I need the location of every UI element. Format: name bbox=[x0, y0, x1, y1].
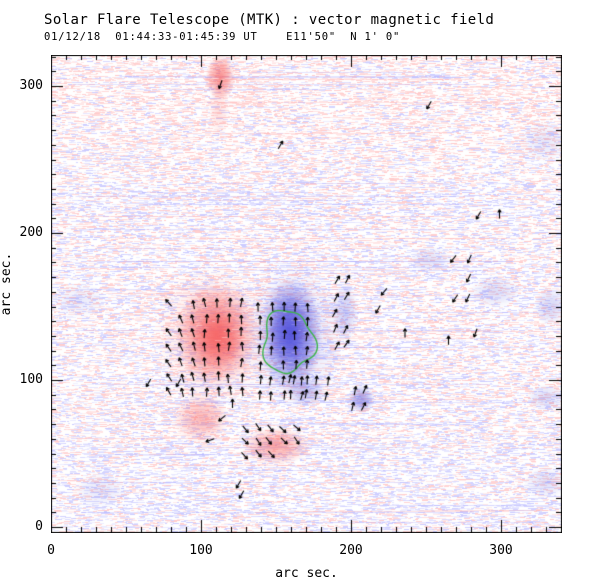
y-axis-label: arc sec. bbox=[0, 252, 14, 316]
x-axis-label: arc sec. bbox=[275, 566, 338, 581]
x-tick-label-200: 200 bbox=[339, 543, 363, 558]
x-tick-label-300: 300 bbox=[489, 543, 513, 558]
y-tick-label-300: 300 bbox=[19, 78, 43, 93]
y-tick-label-0: 0 bbox=[35, 519, 43, 534]
magnetogram-canvas bbox=[51, 55, 562, 533]
y-axis-tick-labels: 0 100 200 300 bbox=[6, 55, 46, 534]
x-axis-tick-labels: 0 100 200 300 bbox=[47, 543, 562, 559]
plot-subtitle: 01/12/18 01:44:33-01:45:39 UT E11'50" N … bbox=[44, 31, 401, 43]
x-tick-label-0: 0 bbox=[47, 543, 55, 558]
plot-title: Solar Flare Telescope (MTK) : vector mag… bbox=[44, 12, 495, 28]
x-tick-label-100: 100 bbox=[189, 543, 213, 558]
y-tick-label-100: 100 bbox=[19, 372, 43, 387]
y-tick-label-200: 200 bbox=[19, 225, 43, 240]
